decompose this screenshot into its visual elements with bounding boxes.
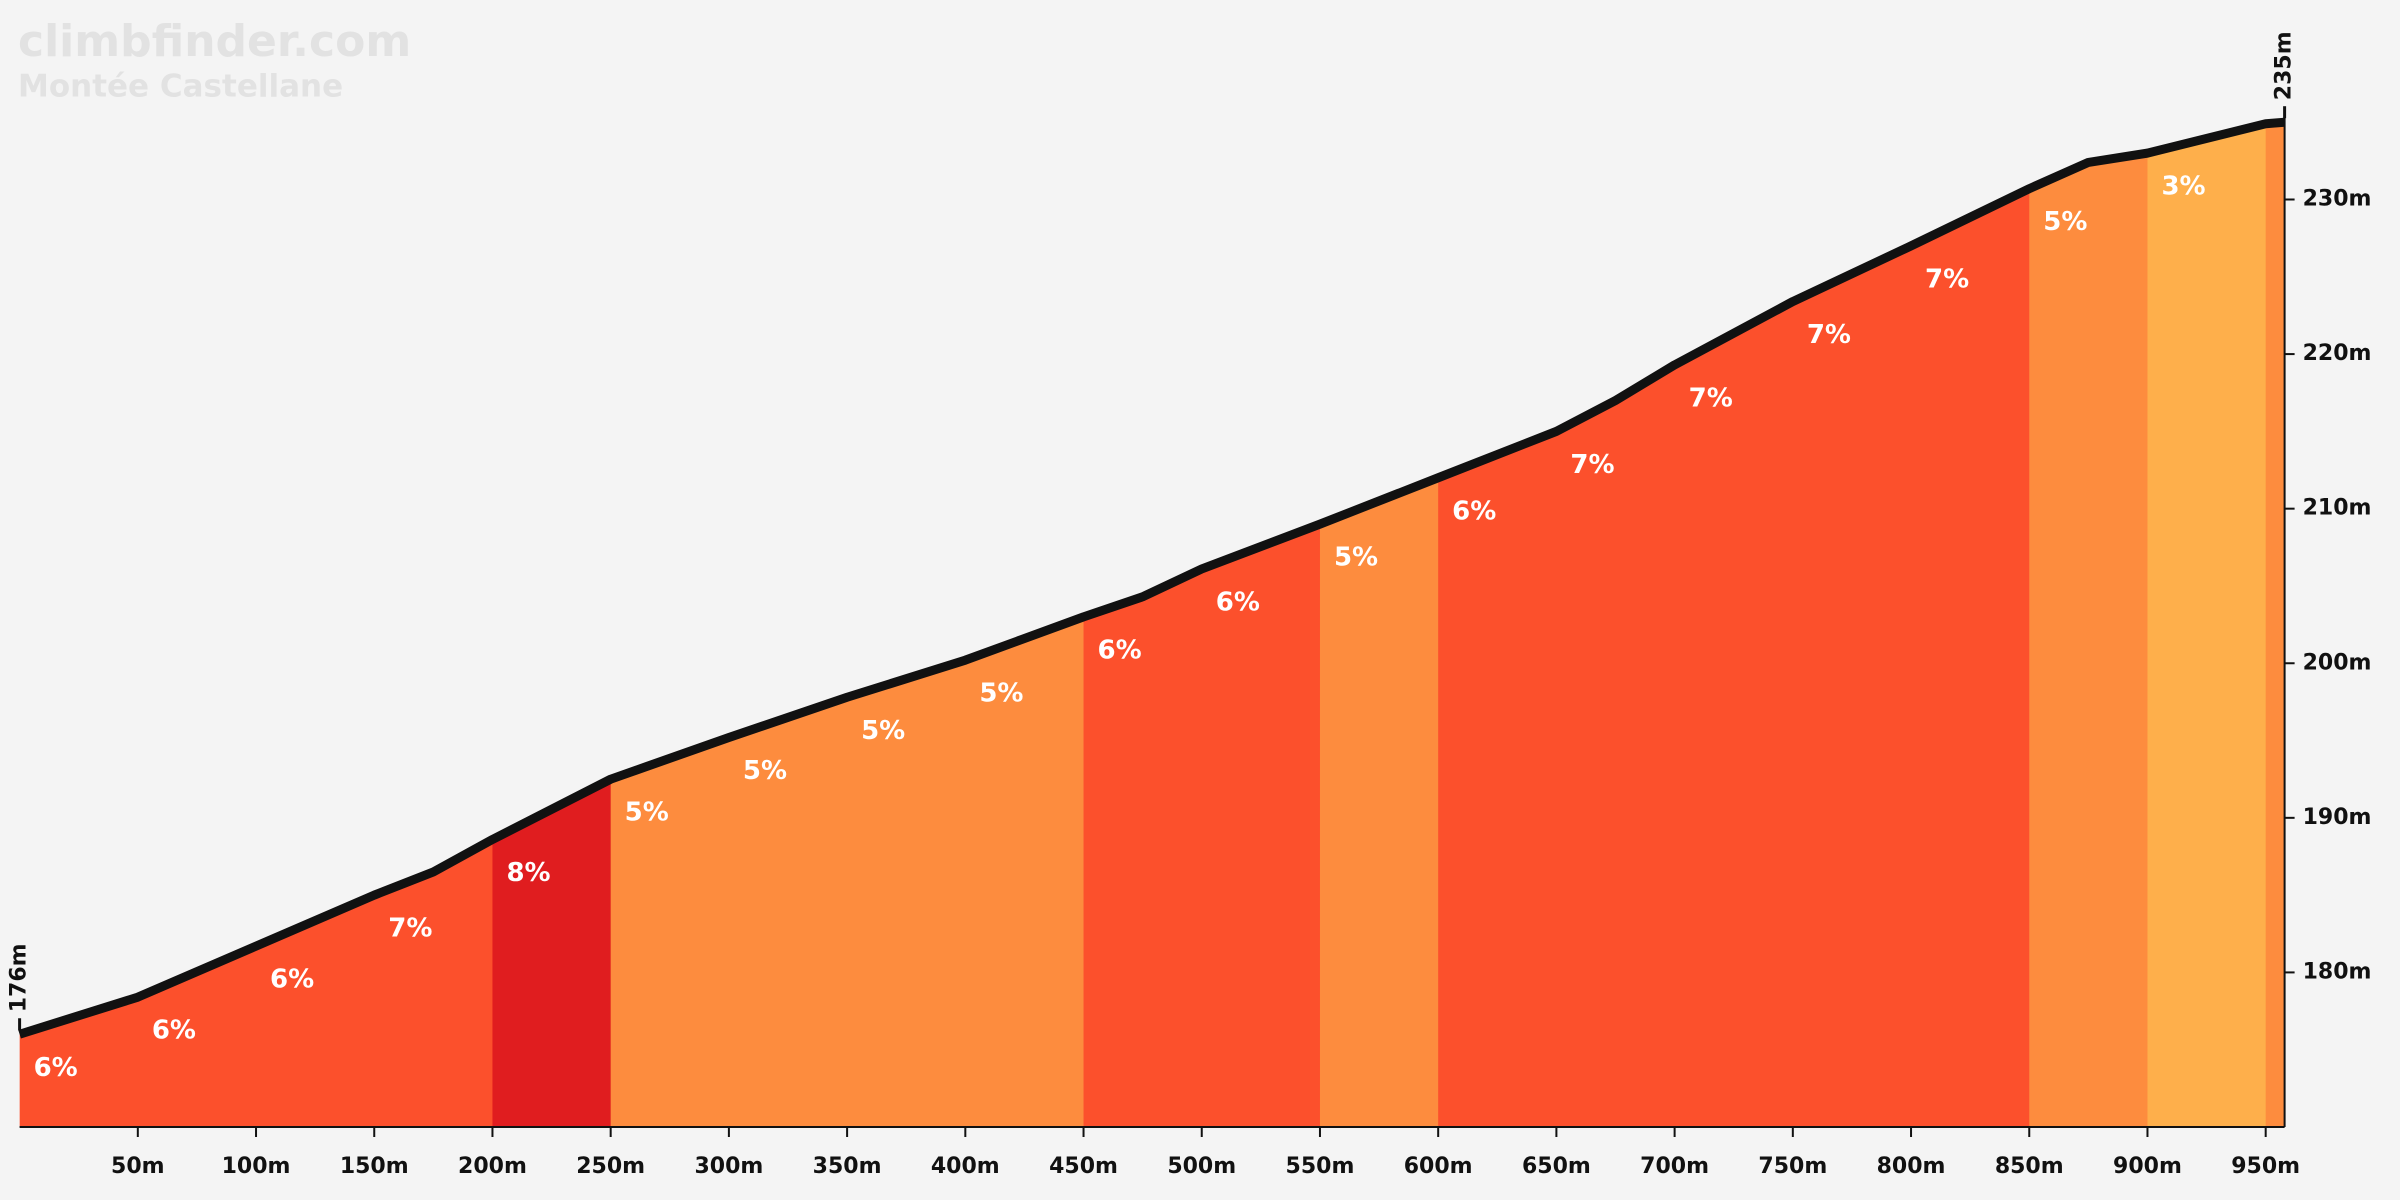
grade-label: 7% [1807,320,1851,350]
x-tick-label: 800m [1877,1154,1946,1179]
elevation-line [18,117,2285,1039]
grade-label: 5% [979,679,1023,709]
x-tick-label: 850m [1995,1154,2064,1179]
grade-label: 7% [1925,264,1969,294]
grade-label: 3% [2161,172,2205,202]
y-tick-label: 230m [2303,187,2372,212]
grade-band [1201,122,1321,1127]
grade-label: 8% [506,858,550,888]
grade-label: 6% [34,1053,78,1083]
x-tick-label: 50m [111,1154,165,1179]
grade-band [1792,122,1912,1127]
endpoint-label: 235m [2272,31,2297,100]
y-tick-label: 190m [2303,805,2372,830]
x-tick-label: 700m [1640,1154,1709,1179]
x-tick-label: 300m [694,1154,763,1179]
x-tick-label: 450m [1049,1154,1118,1179]
y-tick-label: 200m [2303,650,2372,675]
endpoint-label: 176m [7,943,32,1012]
grade-label: 5% [625,798,669,828]
grade-band [965,122,1085,1127]
chart-title: climbfinder.com [18,16,411,67]
grade-band [2147,122,2267,1127]
x-tick-label: 550m [1286,1154,1355,1179]
x-tick-label: 400m [931,1154,1000,1179]
grade-band [1674,122,1794,1127]
grade-label: 6% [152,1016,196,1046]
grade-band [374,122,493,1127]
x-tick-label: 900m [2113,1154,2182,1179]
grade-label: 7% [1689,383,1733,413]
grade-label: 6% [270,965,314,995]
x-tick-label: 250m [576,1154,645,1179]
x-tick-label: 750m [1758,1154,1827,1179]
y-tick-label: 210m [2303,496,2372,521]
grade-label: 6% [1452,496,1496,526]
grade-band [1083,122,1203,1127]
grade-band [1556,122,1676,1127]
grade-label: 7% [388,914,432,944]
grade-band [137,122,257,1127]
x-tick-label: 150m [340,1154,409,1179]
y-tick-label: 220m [2303,341,2372,366]
grade-label: 6% [1098,635,1142,665]
x-tick-label: 950m [2231,1154,2300,1179]
grade-band [2029,122,2148,1127]
grade-band [1438,122,1557,1127]
grade-band [728,122,848,1127]
x-tick-label: 200m [458,1154,527,1179]
x-tick-label: 100m [222,1154,291,1179]
grade-band [610,122,730,1127]
x-tick-label: 350m [813,1154,882,1179]
y-tick-label: 180m [2303,959,2372,984]
chart-subtitle: Montée Castellane [18,69,343,105]
x-tick-label: 650m [1522,1154,1591,1179]
area [19,122,2285,1127]
x-tick-label: 500m [1167,1154,1236,1179]
grade-band [2265,122,2285,1127]
grade-label: 5% [2043,207,2087,237]
grade-label: 7% [1570,450,1614,480]
grade-label: 5% [743,756,787,786]
grade-band [847,122,966,1127]
grade-band [256,122,375,1127]
grade-label: 5% [861,716,905,746]
x-tick-label: 600m [1404,1154,1473,1179]
grade-band [1911,122,2030,1127]
grade-label: 6% [1216,587,1260,617]
grade-label: 5% [1334,543,1378,573]
grade-band [492,122,612,1127]
grade-band [19,122,139,1127]
